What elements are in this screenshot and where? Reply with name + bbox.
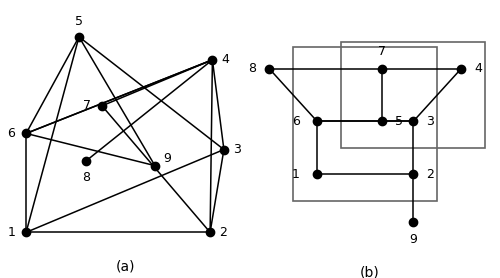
Text: 2: 2 bbox=[426, 168, 434, 181]
Text: 6: 6 bbox=[7, 127, 15, 140]
Text: 8: 8 bbox=[82, 171, 90, 184]
Text: 4: 4 bbox=[474, 62, 482, 75]
Text: (a): (a) bbox=[116, 260, 135, 274]
Text: (b): (b) bbox=[360, 265, 380, 278]
Bar bbox=[341, 42, 485, 148]
Bar bbox=[293, 47, 437, 201]
Text: 6: 6 bbox=[292, 115, 300, 128]
Text: 2: 2 bbox=[219, 226, 226, 239]
Text: 5: 5 bbox=[75, 15, 83, 28]
Text: 1: 1 bbox=[292, 168, 300, 181]
Text: 3: 3 bbox=[232, 143, 240, 156]
Text: 9: 9 bbox=[410, 232, 417, 245]
Text: 7: 7 bbox=[378, 45, 386, 58]
Text: 1: 1 bbox=[7, 226, 15, 239]
Text: 7: 7 bbox=[83, 99, 91, 112]
Text: 3: 3 bbox=[426, 115, 434, 128]
Text: 9: 9 bbox=[164, 152, 172, 165]
Text: 8: 8 bbox=[248, 62, 256, 75]
Text: 4: 4 bbox=[221, 53, 229, 66]
Text: 5: 5 bbox=[395, 115, 403, 128]
